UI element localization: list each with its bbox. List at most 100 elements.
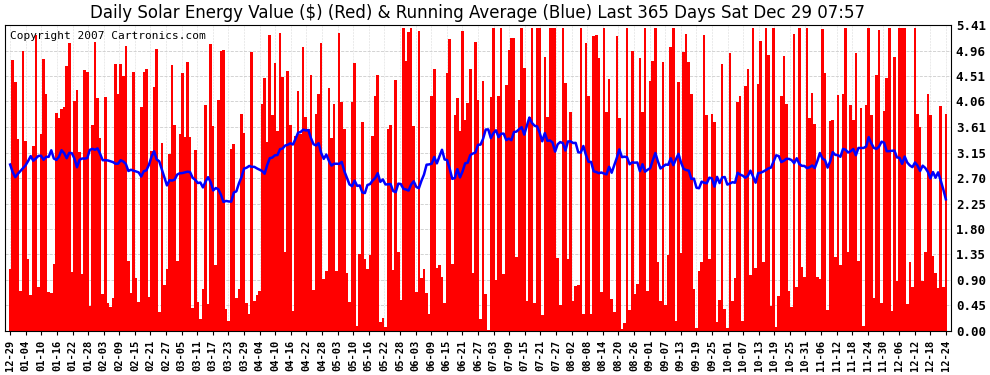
Bar <box>528 117 531 330</box>
Bar <box>78 152 81 330</box>
Bar <box>682 53 685 330</box>
Bar <box>325 271 328 330</box>
Bar <box>579 28 582 330</box>
Bar <box>276 131 279 330</box>
Bar <box>674 321 677 330</box>
Bar <box>184 136 186 330</box>
Bar <box>656 262 659 330</box>
Bar <box>898 28 901 330</box>
Bar <box>940 106 941 330</box>
Bar <box>384 327 387 330</box>
Bar <box>379 322 381 330</box>
Bar <box>446 73 448 330</box>
Bar <box>307 129 310 330</box>
Bar <box>215 265 217 330</box>
Bar <box>783 56 785 330</box>
Bar <box>500 28 502 330</box>
Bar <box>99 138 101 330</box>
Bar <box>202 289 204 330</box>
Bar <box>521 28 523 330</box>
Bar <box>14 82 17 330</box>
Bar <box>859 108 862 330</box>
Bar <box>592 36 595 330</box>
Bar <box>96 98 99 330</box>
Bar <box>770 306 772 330</box>
Bar <box>711 114 713 330</box>
Bar <box>734 279 737 330</box>
Bar <box>651 61 654 330</box>
Bar <box>793 34 795 330</box>
Bar <box>690 94 693 330</box>
Bar <box>600 292 603 330</box>
Bar <box>346 273 348 330</box>
Bar <box>439 265 441 330</box>
Bar <box>268 36 271 330</box>
Bar <box>35 34 38 330</box>
Bar <box>101 294 104 330</box>
Bar <box>397 252 400 330</box>
Bar <box>466 103 469 330</box>
Bar <box>814 124 816 330</box>
Bar <box>941 287 944 330</box>
Bar <box>644 28 646 330</box>
Bar <box>25 141 27 330</box>
Bar <box>767 55 770 330</box>
Bar <box>548 28 551 330</box>
Bar <box>341 102 343 330</box>
Bar <box>744 86 746 330</box>
Bar <box>598 58 600 330</box>
Bar <box>400 300 402 330</box>
Bar <box>795 287 798 330</box>
Bar <box>253 302 255 330</box>
Bar <box>677 82 680 330</box>
Bar <box>107 303 109 330</box>
Bar <box>299 134 302 330</box>
Bar <box>194 150 196 330</box>
Bar <box>518 100 521 330</box>
Bar <box>333 104 336 330</box>
Bar <box>816 277 819 330</box>
Bar <box>917 114 919 330</box>
Bar <box>553 28 556 330</box>
Bar <box>12 60 14 330</box>
Bar <box>824 73 827 330</box>
Bar <box>526 301 528 330</box>
Bar <box>199 319 202 330</box>
Bar <box>637 284 639 330</box>
Bar <box>944 114 947 330</box>
Bar <box>22 51 25 330</box>
Bar <box>189 136 191 330</box>
Bar <box>230 149 233 330</box>
Bar <box>358 254 361 330</box>
Bar <box>387 129 389 330</box>
Bar <box>178 134 181 330</box>
Bar <box>328 88 331 330</box>
Bar <box>405 61 407 330</box>
Bar <box>492 28 495 330</box>
Bar <box>724 309 726 330</box>
Bar <box>155 49 158 330</box>
Bar <box>790 308 793 330</box>
Bar <box>152 87 155 330</box>
Bar <box>165 269 168 330</box>
Bar <box>246 303 248 330</box>
Bar <box>426 293 428 330</box>
Bar <box>83 70 86 330</box>
Bar <box>310 75 312 330</box>
Bar <box>292 311 294 330</box>
Bar <box>556 258 559 330</box>
Bar <box>431 96 433 330</box>
Bar <box>125 46 127 330</box>
Bar <box>505 85 508 330</box>
Bar <box>150 151 152 330</box>
Bar <box>713 122 716 330</box>
Bar <box>312 290 315 330</box>
Bar <box>513 38 515 330</box>
Bar <box>60 109 62 330</box>
Bar <box>680 253 682 330</box>
Bar <box>376 75 379 330</box>
Bar <box>413 126 415 330</box>
Bar <box>716 322 719 330</box>
Bar <box>68 44 70 330</box>
Bar <box>746 69 749 330</box>
